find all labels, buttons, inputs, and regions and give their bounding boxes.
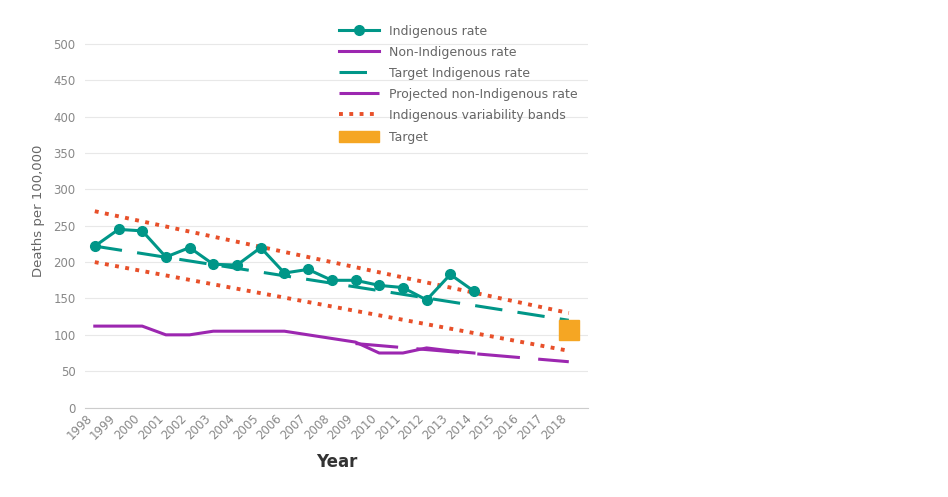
Y-axis label: Deaths per 100,000: Deaths per 100,000 xyxy=(32,145,45,277)
X-axis label: Year: Year xyxy=(316,453,357,471)
Legend: Indigenous rate, Non-Indigenous rate, Target Indigenous rate, Projected non-Indi: Indigenous rate, Non-Indigenous rate, Ta… xyxy=(333,19,584,150)
